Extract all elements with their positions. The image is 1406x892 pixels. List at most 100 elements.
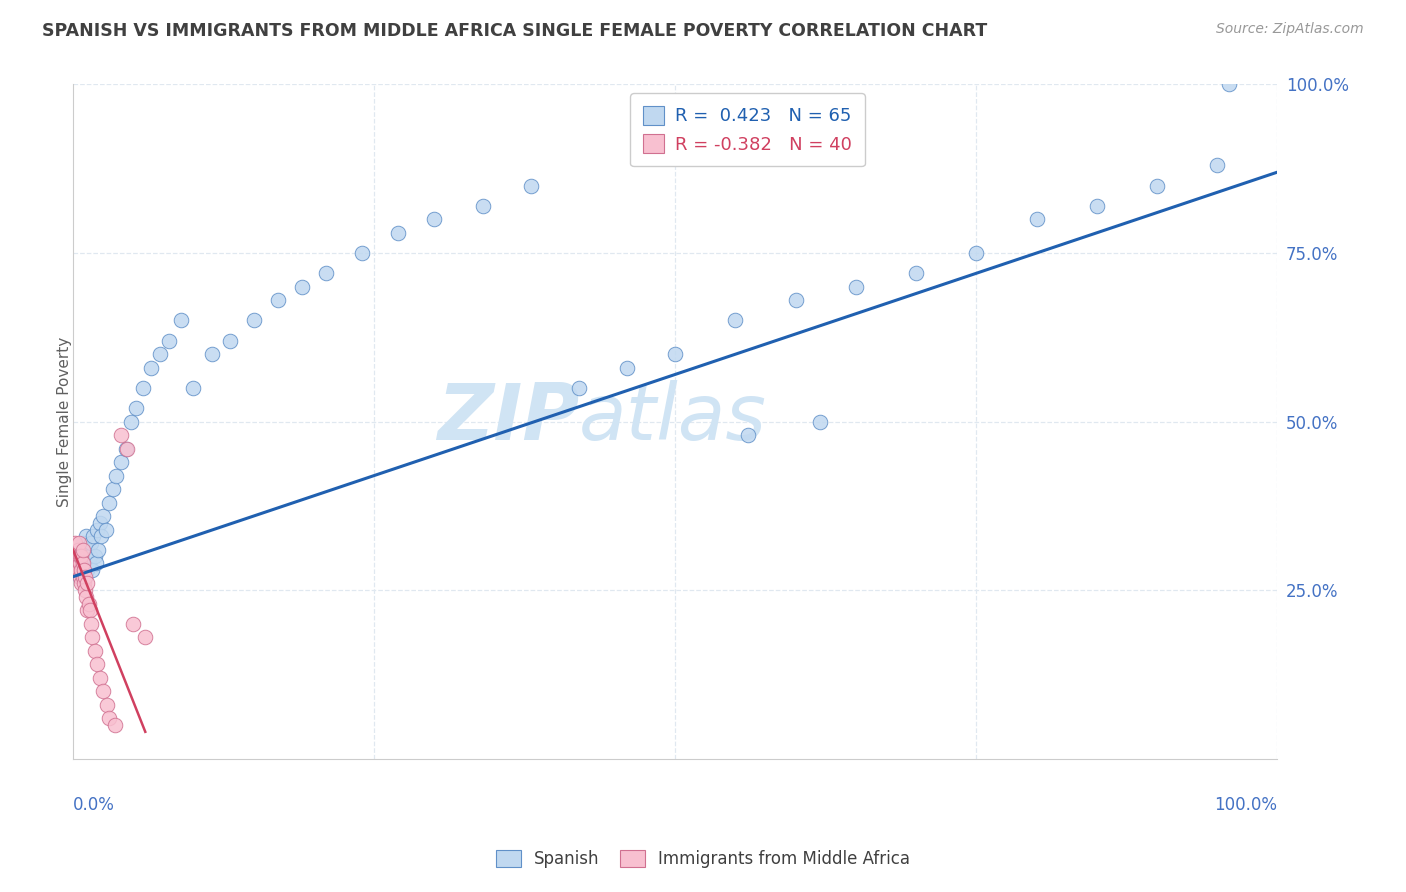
Point — [72, 556, 94, 570]
Point — [115, 442, 138, 456]
Point — [67, 563, 90, 577]
Point — [65, 556, 87, 570]
Point — [63, 549, 86, 564]
Point — [65, 563, 87, 577]
Point — [86, 657, 108, 672]
Point — [65, 549, 87, 564]
Point — [471, 199, 494, 213]
Point — [82, 563, 104, 577]
Point — [664, 347, 686, 361]
Point — [76, 563, 98, 577]
Point — [122, 616, 145, 631]
Point — [76, 576, 98, 591]
Point — [70, 542, 93, 557]
Point — [905, 266, 928, 280]
Point — [200, 347, 222, 361]
Point — [267, 293, 290, 308]
Point — [785, 293, 807, 308]
Point — [67, 549, 90, 564]
Point — [1146, 178, 1168, 193]
Point — [70, 549, 93, 564]
Point — [98, 495, 121, 509]
Point — [73, 576, 96, 591]
Point — [73, 549, 96, 564]
Point — [72, 556, 94, 570]
Point — [94, 523, 117, 537]
Point — [124, 401, 146, 416]
Point — [67, 536, 90, 550]
Point — [77, 556, 100, 570]
Point — [1218, 78, 1240, 92]
Text: 0.0%: 0.0% — [73, 796, 115, 814]
Point — [352, 246, 374, 260]
Text: ZIP: ZIP — [437, 380, 579, 456]
Y-axis label: Single Female Poverty: Single Female Poverty — [58, 336, 72, 507]
Point — [89, 671, 111, 685]
Point — [170, 313, 193, 327]
Point — [1025, 212, 1047, 227]
Point — [76, 542, 98, 557]
Point — [737, 428, 759, 442]
Point — [105, 468, 128, 483]
Point — [141, 360, 163, 375]
Point — [104, 718, 127, 732]
Point — [69, 556, 91, 570]
Point — [845, 279, 868, 293]
Point — [70, 576, 93, 591]
Point — [84, 556, 107, 570]
Point — [86, 523, 108, 537]
Point — [75, 529, 97, 543]
Point — [66, 542, 89, 557]
Point — [77, 597, 100, 611]
Point — [1085, 199, 1108, 213]
Text: atlas: atlas — [579, 380, 766, 456]
Point — [98, 711, 121, 725]
Point — [315, 266, 337, 280]
Point — [1206, 158, 1229, 172]
Point — [965, 246, 987, 260]
Point — [149, 347, 172, 361]
Point — [70, 563, 93, 577]
Legend: R =  0.423   N = 65, R = -0.382   N = 40: R = 0.423 N = 65, R = -0.382 N = 40 — [630, 94, 865, 167]
Point — [69, 570, 91, 584]
Point — [616, 360, 638, 375]
Point — [76, 603, 98, 617]
Point — [90, 529, 112, 543]
Point — [79, 549, 101, 564]
Point — [96, 698, 118, 712]
Point — [73, 563, 96, 577]
Point — [82, 529, 104, 543]
Point — [808, 415, 831, 429]
Point — [82, 631, 104, 645]
Point — [115, 442, 138, 456]
Text: SPANISH VS IMMIGRANTS FROM MIDDLE AFRICA SINGLE FEMALE POVERTY CORRELATION CHART: SPANISH VS IMMIGRANTS FROM MIDDLE AFRICA… — [42, 22, 987, 40]
Point — [387, 226, 409, 240]
Point — [132, 381, 155, 395]
Text: Source: ZipAtlas.com: Source: ZipAtlas.com — [1216, 22, 1364, 37]
Point — [291, 279, 314, 293]
Point — [80, 616, 103, 631]
Point — [134, 631, 156, 645]
Point — [242, 313, 264, 327]
Point — [73, 570, 96, 584]
Point — [73, 563, 96, 577]
Point — [79, 603, 101, 617]
Point — [67, 549, 90, 564]
Point — [66, 563, 89, 577]
Point — [218, 334, 240, 348]
Point — [72, 542, 94, 557]
Point — [101, 482, 124, 496]
Point — [724, 313, 747, 327]
Legend: Spanish, Immigrants from Middle Africa: Spanish, Immigrants from Middle Africa — [489, 843, 917, 875]
Point — [89, 516, 111, 530]
Point — [73, 570, 96, 584]
Point — [69, 549, 91, 564]
Point — [83, 644, 105, 658]
Text: 100.0%: 100.0% — [1215, 796, 1278, 814]
Point — [75, 590, 97, 604]
Point — [80, 536, 103, 550]
Point — [73, 583, 96, 598]
Point — [423, 212, 446, 227]
Point — [183, 381, 205, 395]
Point — [157, 334, 180, 348]
